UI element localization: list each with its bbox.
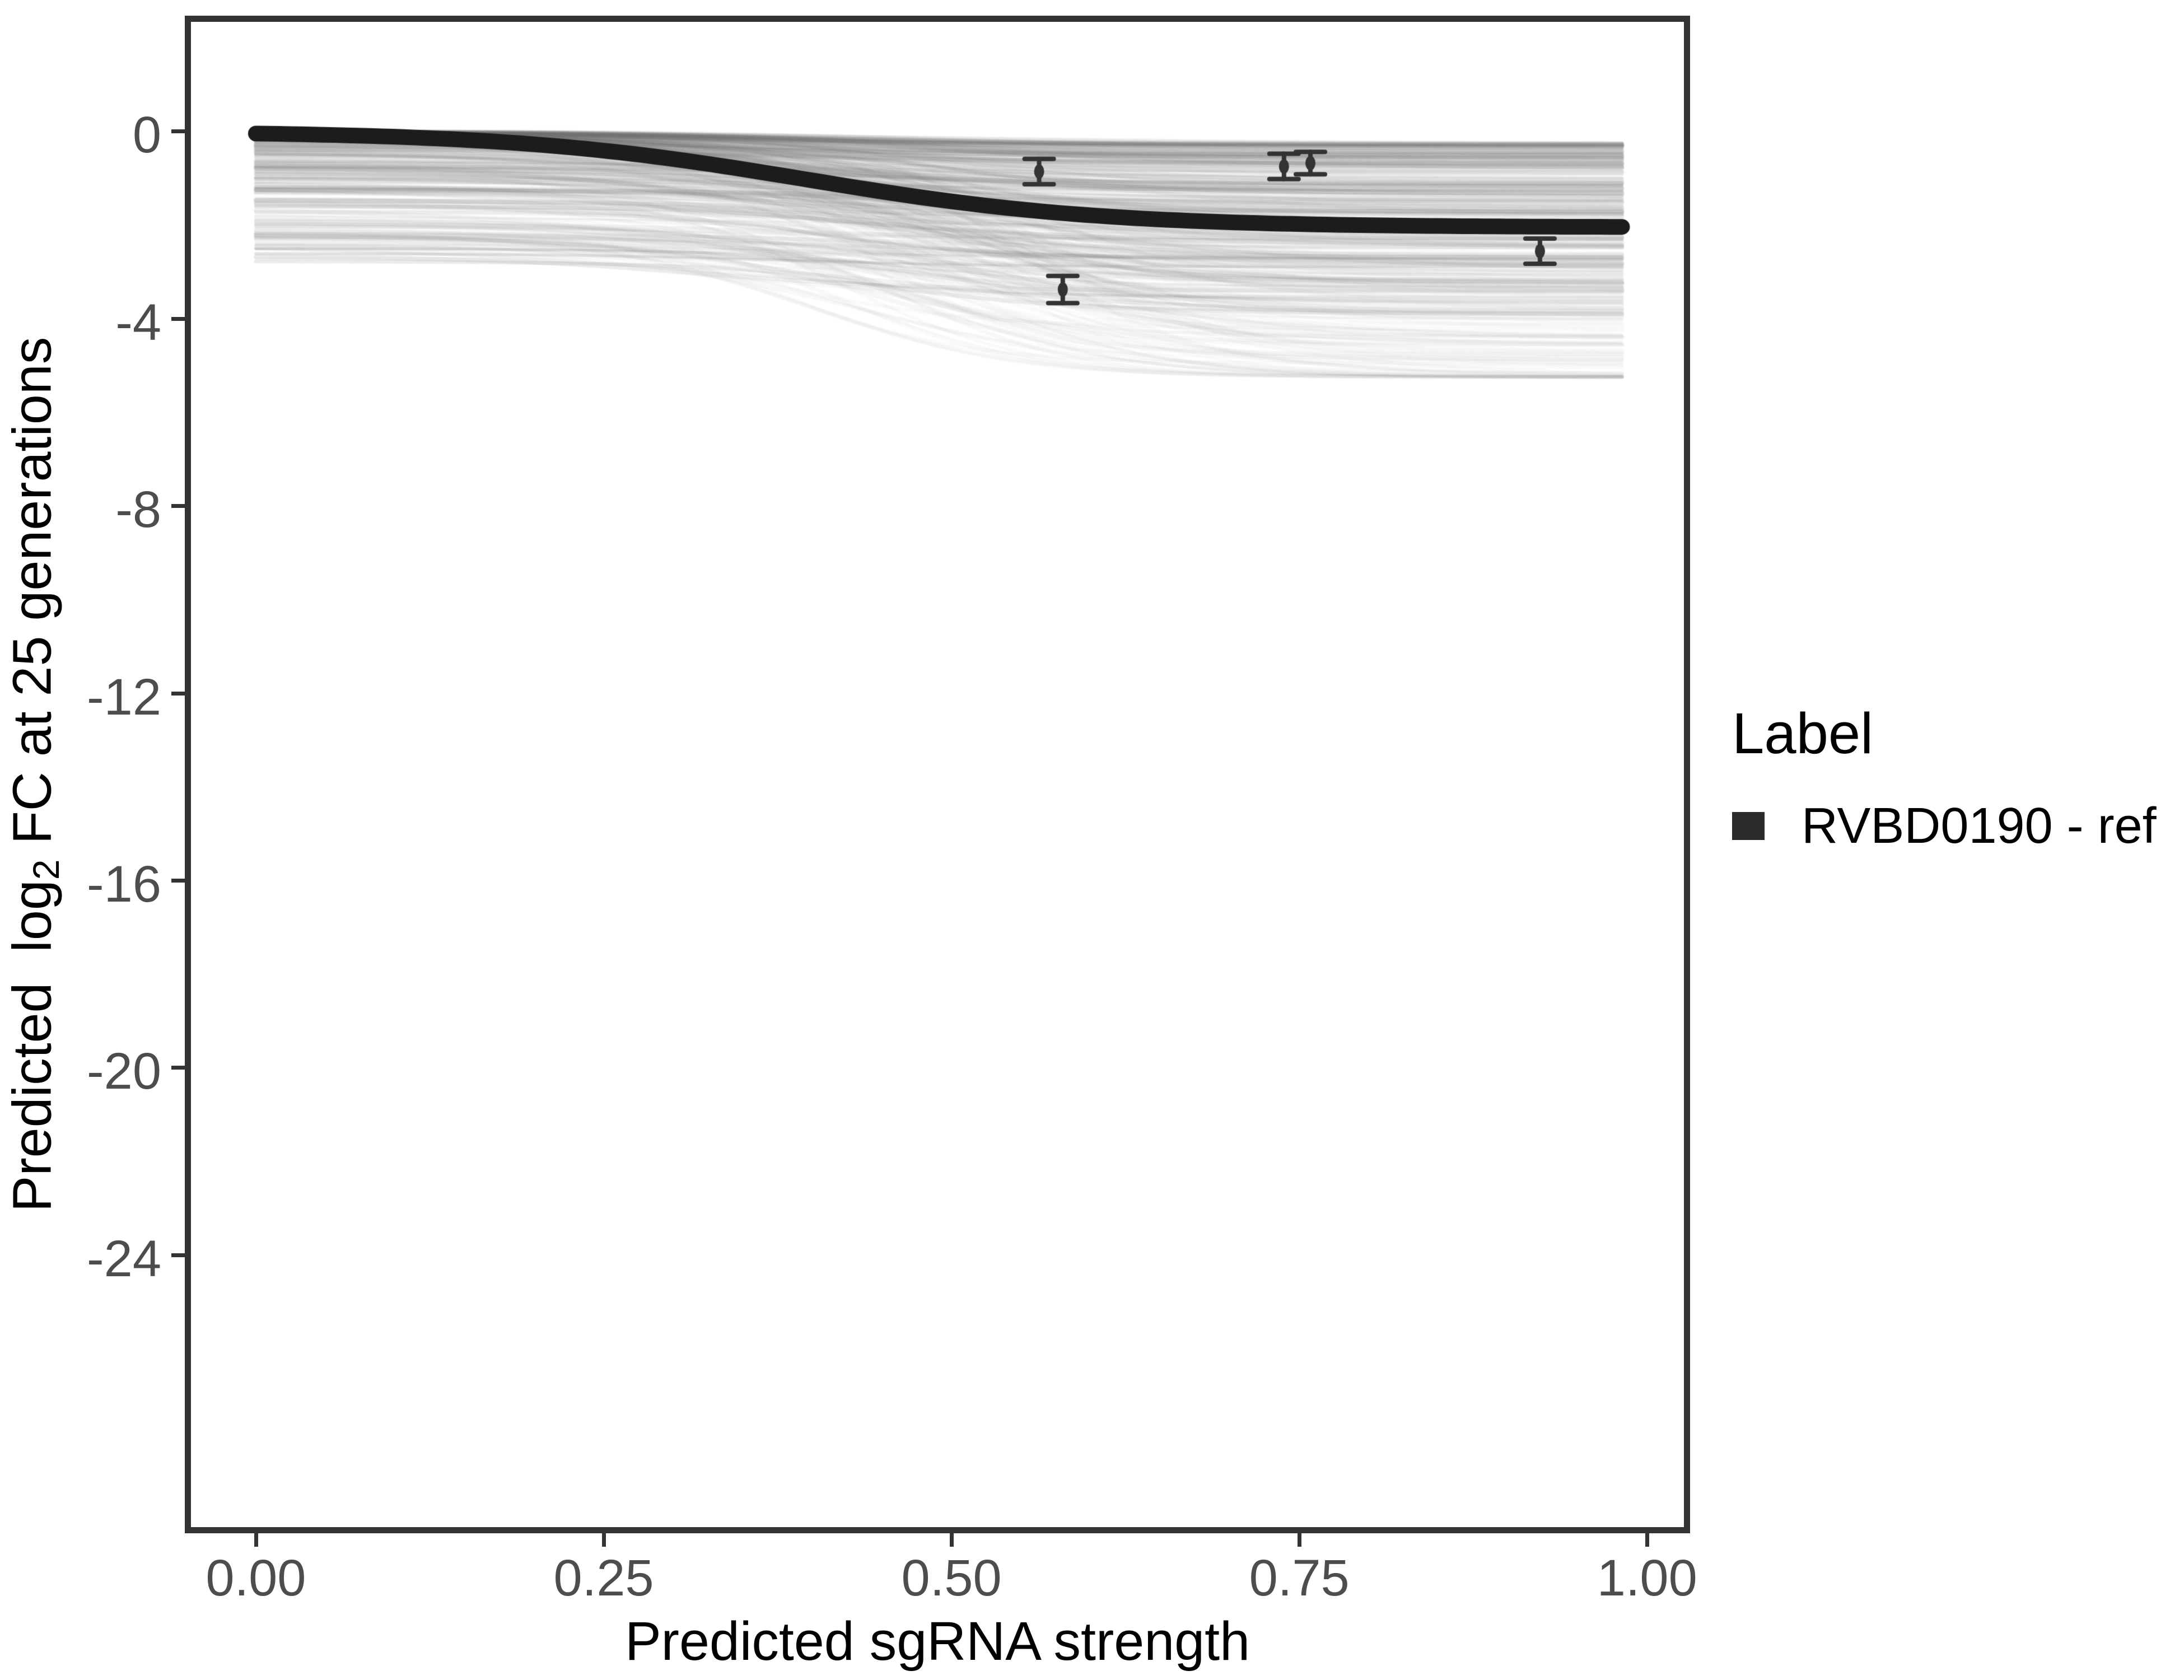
legend: Label RVBD0190 - ref: [1732, 701, 2157, 851]
y-tick-label: -8: [115, 481, 161, 539]
y-tick: [171, 129, 185, 134]
y-axis-title-suffix: FC at 25 generations: [1, 337, 63, 860]
x-tick-label: 0.25: [553, 1550, 654, 1607]
legend-key-swatch: [1732, 812, 1765, 840]
y-tick: [171, 316, 185, 321]
y-axis-title: Predicted log2 FC at 25 generations: [1, 337, 67, 1212]
legend-title: Label: [1732, 701, 1874, 766]
y-tick-label: -12: [87, 668, 161, 726]
x-axis-title: Predicted sgRNA strength: [624, 1611, 1250, 1672]
x-tick: [950, 1533, 954, 1547]
y-axis-title-prefix: Predicted log: [1, 880, 63, 1212]
x-tick-label: 0.50: [901, 1550, 1002, 1607]
x-tick: [254, 1533, 258, 1547]
x-tick: [1645, 1533, 1650, 1547]
y-tick-label: 0: [132, 106, 161, 164]
y-tick: [171, 504, 185, 508]
y-tick: [171, 691, 185, 696]
y-tick-label: -4: [115, 293, 161, 351]
x-tick: [1298, 1533, 1302, 1547]
legend-entry: RVBD0190 - ref: [1732, 801, 2157, 851]
x-tick-label: 0.75: [1249, 1550, 1350, 1607]
x-tick-label: 0.00: [206, 1550, 306, 1607]
y-tick-label: -16: [87, 855, 161, 913]
legend-entry-label: RVBD0190 - ref: [1802, 798, 2157, 854]
y-tick-label: -24: [87, 1230, 161, 1287]
y-tick: [171, 1066, 185, 1070]
y-tick: [171, 878, 185, 883]
plot-panel-canvas: [185, 16, 1690, 1533]
x-tick: [602, 1533, 606, 1547]
y-tick: [171, 1253, 185, 1257]
x-tick-label: 1.00: [1597, 1550, 1697, 1607]
y-axis-title-subscript: 2: [25, 859, 67, 880]
y-tick-label: -20: [87, 1043, 161, 1100]
